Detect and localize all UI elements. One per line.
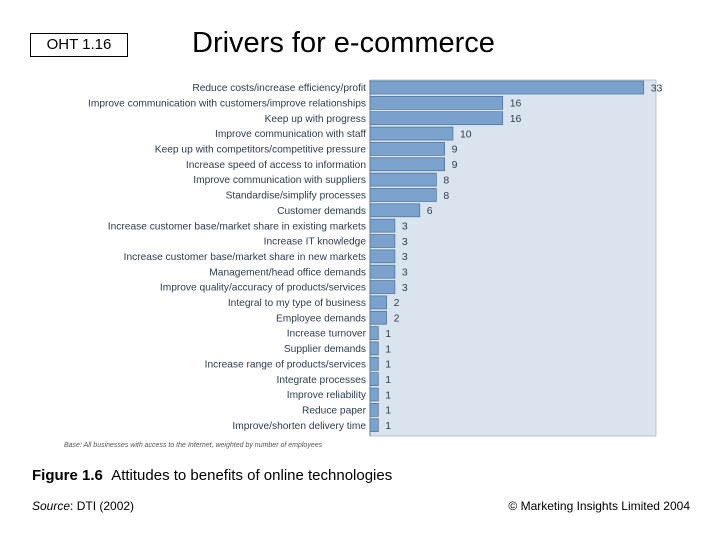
category-label: Improve communication with suppliers (193, 175, 366, 186)
slide-number-badge: OHT 1.16 (30, 33, 128, 57)
bar-value-label: 33 (651, 82, 663, 94)
category-label: Standardise/simplify processes (226, 191, 366, 202)
bar-value-label: 2 (394, 297, 400, 309)
slide-title: Drivers for e-commerce (192, 27, 495, 59)
bar (369, 403, 379, 417)
category-label: Reduce paper (302, 405, 367, 416)
figure-label: Figure 1.6 (32, 467, 103, 484)
bar (369, 280, 396, 294)
bar (369, 203, 421, 218)
category-label: Improve reliability (287, 390, 367, 401)
source-line: Source: DTI (2002) (32, 499, 134, 513)
bar (369, 341, 379, 356)
bar (369, 310, 387, 325)
category-label: Keep up with progress (265, 114, 366, 125)
bar-value-label: 3 (402, 220, 408, 232)
bar-value-label: 8 (443, 190, 449, 202)
figure-caption: Figure 1.6 Attitudes to benefits of onli… (32, 467, 392, 484)
bar (369, 326, 379, 340)
category-label: Increase turnover (287, 329, 367, 340)
bar (369, 264, 396, 279)
bar (369, 142, 445, 156)
bar-value-label: 1 (385, 328, 391, 340)
bar (369, 234, 396, 248)
copyright-notice: © Marketing Insights Limited 2004 (508, 499, 690, 513)
source-text: : DTI (2002) (70, 499, 135, 513)
bar-value-label: 3 (402, 251, 408, 263)
bar-value-label: 16 (510, 113, 522, 125)
bar-value-label: 1 (385, 405, 391, 417)
bar-value-label: 3 (402, 236, 408, 248)
category-label: Integrate processes (277, 375, 366, 386)
bar (369, 95, 504, 110)
bar (369, 188, 437, 202)
figure-caption-text: Attitudes to benefits of online technolo… (111, 467, 393, 484)
bar (369, 157, 445, 172)
bar-value-label: 9 (452, 159, 458, 171)
category-label: Improve communication with staff (215, 129, 366, 140)
bar (369, 372, 379, 386)
bar (369, 295, 387, 310)
category-label: Keep up with competitors/competitive pre… (155, 145, 367, 156)
category-label: Improve/shorten delivery time (232, 421, 366, 432)
bar-value-label: 16 (510, 98, 522, 110)
bar-value-label: 1 (385, 343, 391, 355)
category-label: Increase range of products/services (205, 359, 366, 370)
category-label: Improve quality/accuracy of products/ser… (160, 283, 366, 294)
category-label: Increase customer base/market share in n… (124, 252, 366, 263)
bar-value-label: 9 (452, 144, 458, 156)
source-label: Source (32, 499, 71, 513)
category-label: Increase IT knowledge (264, 237, 367, 248)
bar-value-label: 8 (443, 174, 449, 186)
bar (369, 80, 645, 95)
category-label: Increase customer base/market share in e… (108, 221, 366, 232)
bar (369, 418, 379, 433)
bar-value-label: 3 (402, 267, 408, 279)
bar-value-label: 6 (427, 205, 433, 217)
category-label: Supplier demands (284, 344, 366, 355)
bar-value-label: 1 (385, 374, 391, 386)
category-label: Management/head office demands (209, 267, 366, 278)
bar-value-label: 10 (460, 128, 472, 140)
bar (369, 111, 504, 126)
bar-value-label: 1 (385, 389, 391, 401)
bar-value-label: 1 (385, 420, 391, 432)
category-label: Integral to my type of business (228, 298, 366, 309)
bar (369, 126, 454, 141)
chart-footnote: Base: All businesses with access to the … (64, 442, 323, 449)
category-label: Improve communication with customers/imp… (88, 98, 366, 109)
category-label: Customer demands (277, 206, 366, 217)
bar-value-label: 3 (402, 282, 408, 294)
category-label: Employee demands (276, 313, 366, 324)
bar-value-label: 2 (394, 313, 400, 325)
category-label: Reduce costs/increase efficiency/profit (192, 83, 366, 94)
category-label: Increase speed of access to information (186, 160, 366, 171)
bar (369, 356, 379, 371)
bar (369, 218, 396, 233)
bar (369, 172, 437, 187)
bar (369, 387, 379, 402)
bar-value-label: 1 (385, 359, 391, 371)
bar (369, 249, 396, 264)
